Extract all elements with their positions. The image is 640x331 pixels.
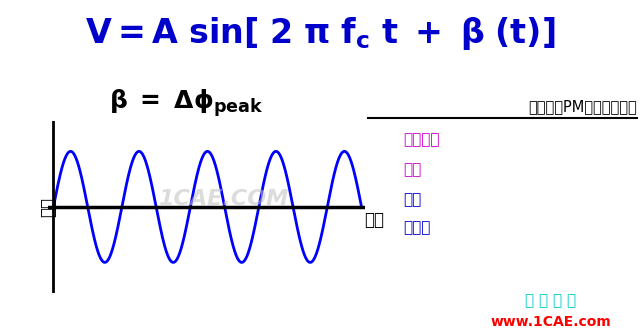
Text: 分辨率: 分辨率 bbox=[403, 220, 431, 235]
Text: 时间: 时间 bbox=[364, 211, 384, 229]
Text: 相位偏差: 相位偏差 bbox=[403, 132, 440, 147]
Text: $\mathbf{\beta\ =\ \Delta\phi_{peak}}$: $\mathbf{\beta\ =\ \Delta\phi_{peak}}$ bbox=[109, 88, 263, 119]
Text: www.1CAE.com: www.1CAE.com bbox=[490, 315, 611, 329]
Text: 用于调相PM的信号源规范: 用于调相PM的信号源规范 bbox=[528, 99, 637, 114]
Text: $\mathbf{V= A\ sin[\ 2\ \pi\ f_c\ t\ +\ \beta\ (t)]}$: $\mathbf{V= A\ sin[\ 2\ \pi\ f_c\ t\ +\ … bbox=[84, 15, 556, 52]
Text: 精度: 精度 bbox=[403, 192, 422, 207]
Text: 比率: 比率 bbox=[403, 162, 422, 177]
Text: 电压: 电压 bbox=[40, 197, 58, 217]
Text: 1CAE.COM: 1CAE.COM bbox=[158, 189, 288, 209]
Text: 仿 真 在 线: 仿 真 在 线 bbox=[525, 293, 576, 308]
